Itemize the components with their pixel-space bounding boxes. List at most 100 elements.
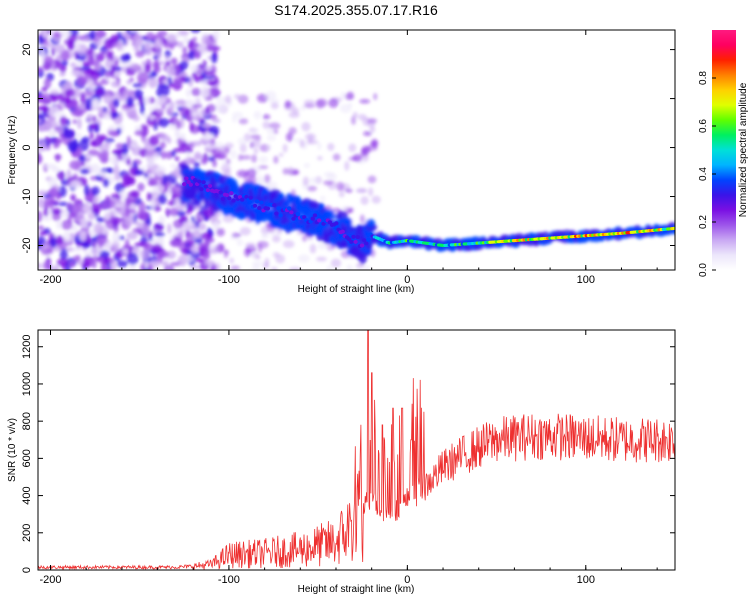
noise-blob (174, 198, 181, 207)
noise-blob (208, 244, 218, 255)
noise-blob (188, 50, 196, 60)
noise-blob (94, 223, 104, 235)
noise-blob (301, 121, 311, 132)
noise-blob (152, 55, 159, 60)
noise-blob (143, 173, 149, 178)
noise-blob (115, 143, 124, 149)
noise-blob (95, 133, 101, 145)
noise-blob (317, 141, 322, 151)
noise-blob (89, 246, 102, 257)
noise-blob (165, 207, 170, 218)
noise-blob (43, 43, 55, 48)
noise-blob (273, 155, 279, 164)
noise-blob (205, 43, 215, 52)
noise-blob (330, 258, 342, 268)
noise-blob (49, 237, 58, 248)
noise-blob (52, 264, 60, 270)
noise-blob (282, 240, 295, 249)
noise-blob (151, 243, 163, 253)
noise-blob (38, 225, 44, 231)
noise-blob (94, 64, 102, 71)
noise-blob (184, 220, 194, 227)
noise-blob (303, 99, 316, 105)
noise-blob (116, 41, 123, 52)
noise-blob (291, 107, 299, 115)
ridge-core (257, 206, 262, 211)
ridge-core (205, 188, 211, 193)
noise-blob (257, 174, 264, 183)
noise-blob (59, 123, 64, 134)
noise-blob (177, 229, 184, 239)
noise-blob (184, 100, 195, 108)
noise-blob (40, 49, 46, 59)
noise-blob (97, 170, 107, 177)
noise-blob (191, 244, 197, 255)
noise-blob (159, 141, 166, 149)
colorbar-label: Normalized spectral amplitude (738, 82, 749, 217)
noise-blob (103, 38, 115, 50)
noise-blob (104, 242, 112, 251)
colorbar-tick-label: 0.6 (698, 119, 709, 133)
noise-blob (285, 132, 294, 142)
noise-blob (158, 193, 167, 205)
noise-blob (38, 152, 42, 164)
noise-blob (211, 118, 221, 124)
noise-blob (187, 39, 195, 50)
noise-blob (182, 46, 188, 55)
noise-blob (78, 230, 87, 242)
ridge-core (201, 180, 206, 185)
noise-blob (110, 260, 117, 270)
noise-blob (72, 119, 78, 124)
ridge-core (310, 216, 315, 221)
noise-blob (74, 86, 80, 99)
noise-blob (214, 141, 225, 151)
noise-blob (204, 131, 210, 141)
noise-blob (199, 232, 211, 240)
noise-blob (91, 260, 97, 269)
noise-blob (264, 257, 270, 267)
noise-blob (201, 122, 211, 129)
noise-blob (370, 138, 379, 149)
y-tick-label: 400 (21, 486, 33, 504)
noise-blob (118, 111, 123, 123)
noise-blob (120, 189, 127, 202)
noise-blob (237, 94, 249, 104)
noise-blob (47, 105, 60, 117)
noise-blob (126, 135, 131, 147)
noise-blob (43, 206, 49, 218)
noise-blob (69, 180, 82, 189)
noise-blob (155, 108, 165, 114)
noise-blob (141, 60, 146, 67)
ridge-core (317, 218, 322, 223)
noise-blob (59, 116, 68, 126)
noise-blob (42, 261, 49, 270)
noise-blob (173, 226, 180, 238)
noise-blob (190, 264, 200, 270)
noise-blob (158, 215, 165, 225)
ridge-core (295, 212, 300, 217)
noise-blob (102, 178, 110, 188)
noise-blob (65, 119, 71, 126)
noise-blob (250, 134, 261, 140)
noise-blob (198, 222, 207, 231)
noise-blob (319, 195, 326, 202)
noise-blob (288, 166, 293, 177)
noise-blob (79, 168, 90, 175)
ridge-core (244, 194, 249, 199)
ridge-core (254, 199, 260, 204)
noise-blob (348, 143, 357, 153)
noise-blob (242, 172, 248, 180)
y-tick-label: 0 (21, 567, 33, 573)
noise-blob (166, 223, 172, 234)
noise-blob (270, 102, 279, 110)
noise-blob (339, 103, 352, 114)
noise-blob (60, 49, 70, 61)
x-tick-label: 0 (404, 274, 410, 286)
noise-blob (189, 121, 195, 132)
ridge-core (218, 190, 223, 195)
noise-blob (156, 86, 163, 98)
noise-blob (360, 196, 369, 205)
noise-blob (165, 151, 173, 160)
noise-blob (316, 256, 327, 262)
